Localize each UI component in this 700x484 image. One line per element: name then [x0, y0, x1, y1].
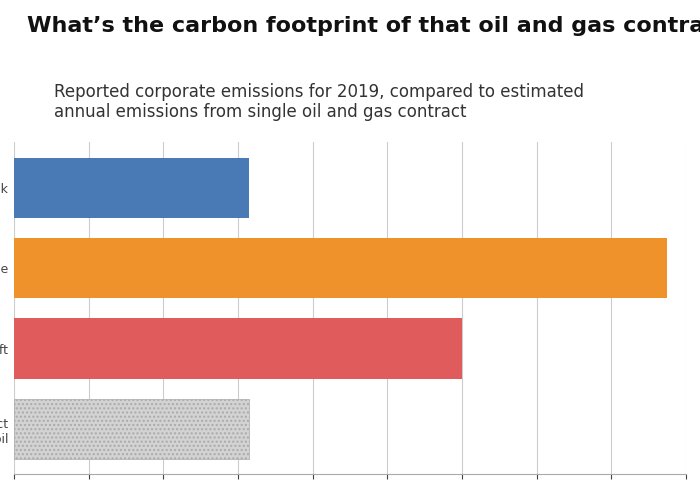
Text: What’s the carbon footprint of that oil and gas contract?: What’s the carbon footprint of that oil …: [27, 16, 700, 36]
Bar: [14, 238, 667, 298]
Bar: [14, 318, 462, 379]
Text: Reported corporate emissions for 2019, compared to estimated
annual emissions fr: Reported corporate emissions for 2019, c…: [55, 83, 584, 121]
Bar: [14, 399, 249, 459]
Bar: [14, 157, 249, 218]
